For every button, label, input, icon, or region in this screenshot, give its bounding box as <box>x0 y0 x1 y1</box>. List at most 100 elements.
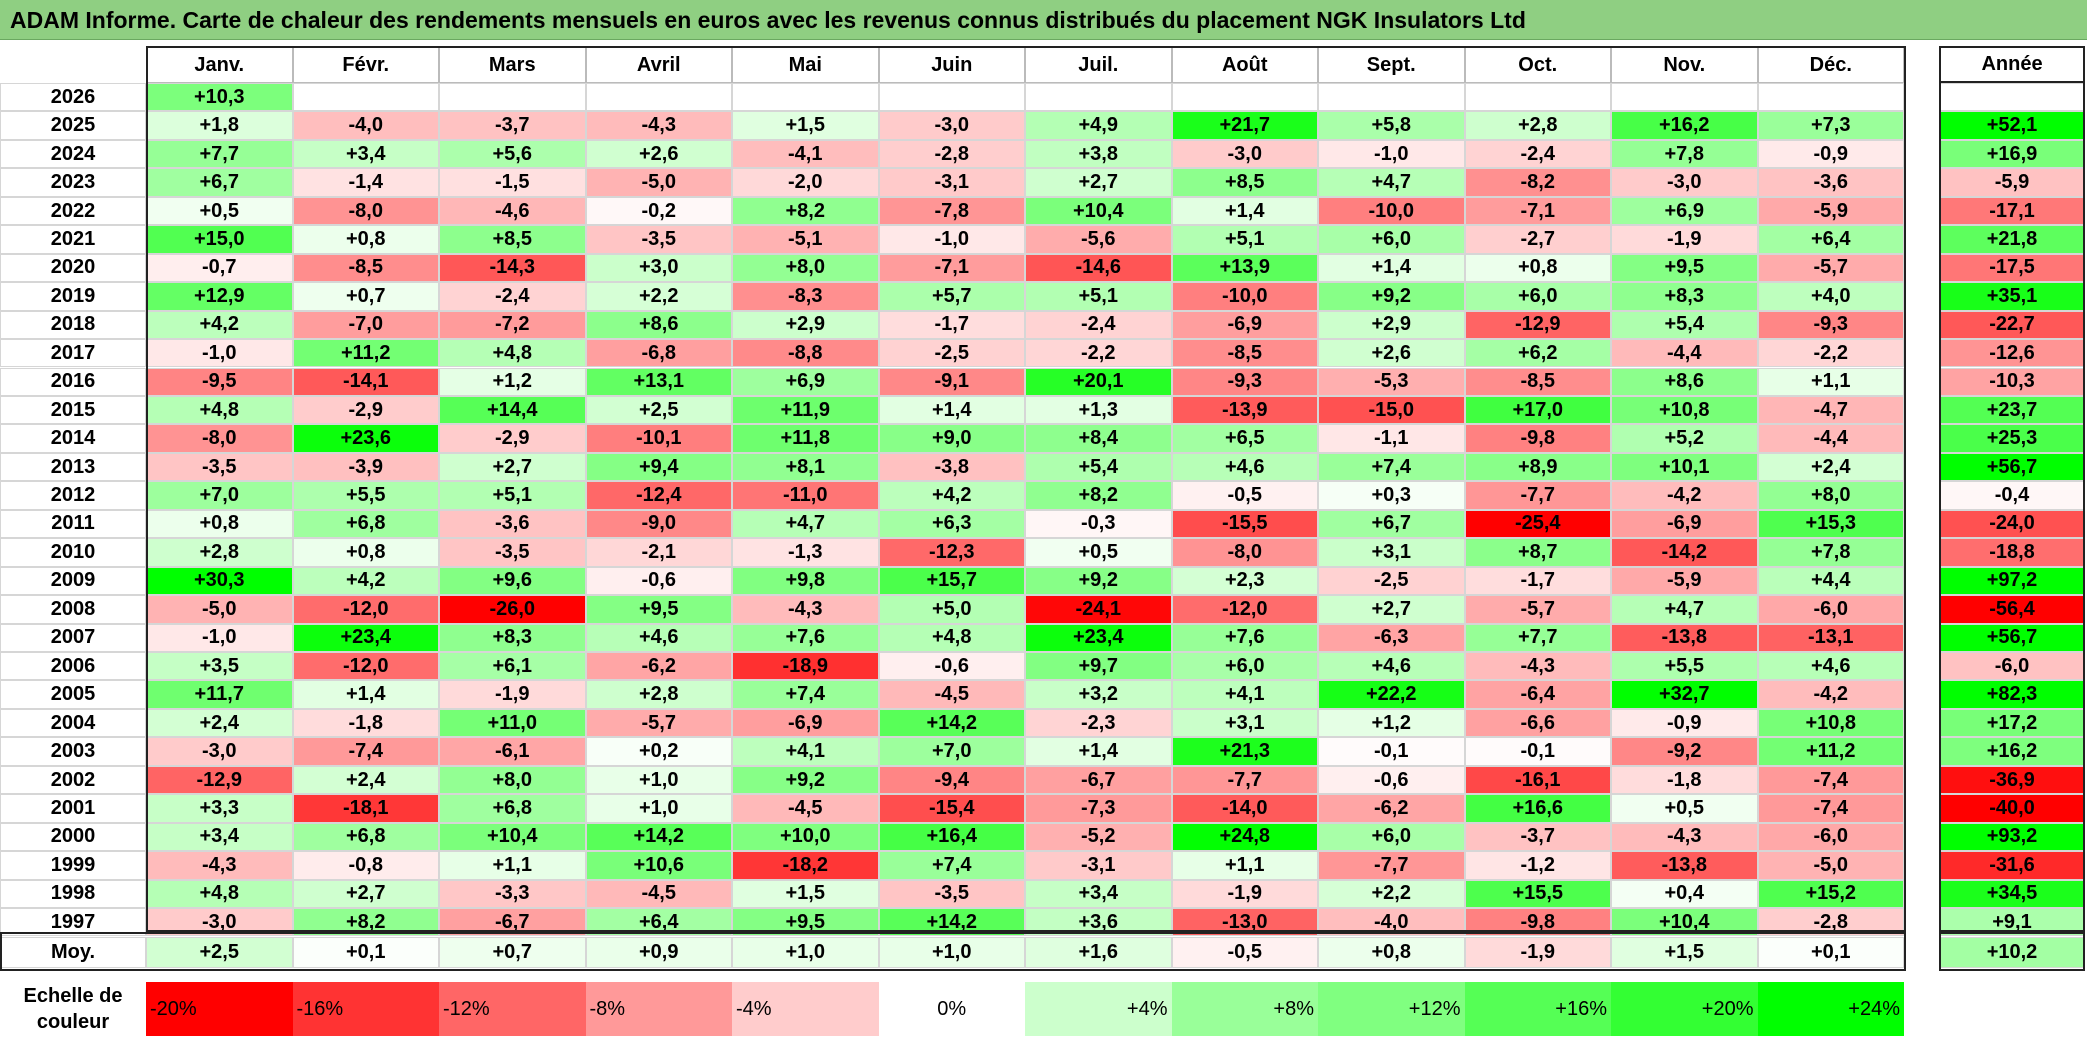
heatmap-cell: -12,9 <box>146 765 293 795</box>
heatmap-cell: +3,4 <box>1025 879 1172 909</box>
year-label: 2018 <box>0 310 146 340</box>
heatmap-cell: +32,7 <box>1611 680 1758 709</box>
heatmap-cell: -7,4 <box>1757 765 1904 795</box>
heatmap-cell: +3,3 <box>146 794 293 823</box>
annual-cell: -31,6 <box>1939 851 2085 880</box>
heatmap-cell: -7,4 <box>292 737 439 766</box>
heatmap-cell: -3,0 <box>146 737 293 766</box>
heatmap-cell: -5,0 <box>146 595 293 624</box>
heatmap-cell: +5,5 <box>292 481 439 510</box>
heatmap-cell: +1,3 <box>1025 395 1172 425</box>
heatmap-cell: -6,9 <box>1171 310 1318 340</box>
annual-cell: +34,5 <box>1939 879 2085 909</box>
heatmap-cell: -7,7 <box>1171 765 1318 795</box>
scale-swatch: -16% <box>292 982 439 1036</box>
heatmap-cell: +1,0 <box>585 765 732 795</box>
annual-cell: -40,0 <box>1939 794 2085 823</box>
heatmap-cell: +2,2 <box>585 282 732 311</box>
heatmap-cell: +2,3 <box>1171 566 1318 596</box>
heatmap-cell: +1,4 <box>292 680 439 709</box>
heatmap-cell: +8,5 <box>439 225 586 254</box>
heatmap-cell: -5,7 <box>1757 253 1904 283</box>
heatmap-cell: +15,3 <box>1757 509 1904 539</box>
heatmap-cell: -10,0 <box>1171 282 1318 311</box>
heatmap-cell: +11,7 <box>146 680 293 709</box>
heatmap-cell: +12,9 <box>146 282 293 311</box>
heatmap-cell: -8,0 <box>146 424 293 453</box>
heatmap-cell: -5,3 <box>1318 367 1465 396</box>
heatmap-cell: -9,8 <box>1464 424 1611 453</box>
heatmap-cell: +1,4 <box>1171 196 1318 226</box>
month-header: Juil. <box>1025 46 1172 83</box>
heatmap-cell: +2,4 <box>292 765 439 795</box>
annual-cell: -10,3 <box>1939 367 2085 396</box>
heatmap-cell: -13,1 <box>1757 623 1904 652</box>
heatmap-cell: +4,7 <box>732 509 879 539</box>
heatmap-cell: +4,1 <box>732 737 879 766</box>
heatmap-cell: +8,0 <box>732 253 879 283</box>
heatmap-cell: +0,8 <box>146 509 293 539</box>
month-header: Janv. <box>146 46 293 83</box>
month-header: Mai <box>732 46 879 83</box>
heatmap-cell: +3,6 <box>1025 908 1172 937</box>
scale-swatch: +4% <box>1025 982 1172 1036</box>
heatmap-cell: -1,9 <box>1611 225 1758 254</box>
heatmap-cell <box>878 83 1025 112</box>
annual-cell: +97,2 <box>1939 566 2085 596</box>
heatmap-cell: +7,8 <box>1757 538 1904 567</box>
annual-header: Année <box>1939 46 2085 83</box>
heatmap-cell: -4,3 <box>732 595 879 624</box>
heatmap-cell: +5,5 <box>1611 652 1758 681</box>
average-cell: +1,0 <box>732 937 879 968</box>
heatmap-cell: +22,2 <box>1318 680 1465 709</box>
average-annual-cell: +10,2 <box>1939 937 2085 968</box>
heatmap-cell: +10,3 <box>146 83 293 112</box>
heatmap-cell: -2,3 <box>1025 708 1172 738</box>
annual-cell: -24,0 <box>1939 509 2085 539</box>
heatmap-cell: +8,2 <box>292 908 439 937</box>
heatmap-cell: +2,9 <box>732 310 879 340</box>
annual-cell: -17,1 <box>1939 196 2085 226</box>
heatmap-cell: -8,5 <box>292 253 439 283</box>
heatmap-cell: -7,4 <box>1757 794 1904 823</box>
heatmap-cell: -12,3 <box>878 538 1025 567</box>
heatmap-cell: +4,6 <box>1318 652 1465 681</box>
heatmap-cell: -6,0 <box>1757 822 1904 852</box>
heatmap-cell: -2,5 <box>1318 566 1465 596</box>
heatmap-cell: +11,8 <box>732 424 879 453</box>
heatmap-cell: -9,3 <box>1171 367 1318 396</box>
heatmap-cell: +16,6 <box>1464 794 1611 823</box>
heatmap-cell: +1,2 <box>1318 708 1465 738</box>
title-bar: ADAM Informe. Carte de chaleur des rende… <box>0 0 2087 40</box>
heatmap-cell: +7,0 <box>878 737 1025 766</box>
month-header: Juin <box>878 46 1025 83</box>
heatmap-cell: -3,1 <box>1025 851 1172 880</box>
heatmap-cell: -24,1 <box>1025 595 1172 624</box>
month-header: Août <box>1171 46 1318 83</box>
heatmap-cell: +5,1 <box>1025 282 1172 311</box>
heatmap-cell: -3,6 <box>1757 168 1904 197</box>
heatmap-cell: +7,6 <box>732 623 879 652</box>
heatmap-cell: +1,4 <box>1318 253 1465 283</box>
heatmap-cell: +5,2 <box>1611 424 1758 453</box>
heatmap-cell: +3,1 <box>1318 538 1465 567</box>
heatmap-cell: -14,6 <box>1025 253 1172 283</box>
scale-label: Echelle de couleur <box>23 985 123 1033</box>
heatmap-cell: -12,0 <box>292 652 439 681</box>
heatmap-cell: +6,3 <box>878 509 1025 539</box>
heatmap-cell: +9,5 <box>1611 253 1758 283</box>
year-label: 2021 <box>0 225 146 254</box>
heatmap-cell: -5,7 <box>1464 595 1611 624</box>
heatmap-cell: -8,0 <box>1171 538 1318 567</box>
heatmap-cell: +2,5 <box>585 395 732 425</box>
heatmap-cell: -13,9 <box>1171 395 1318 425</box>
heatmap-cell: -0,6 <box>1318 765 1465 795</box>
heatmap-cell: -1,8 <box>1611 765 1758 795</box>
heatmap-cell: -5,0 <box>585 168 732 197</box>
heatmap-cell: -12,4 <box>585 481 732 510</box>
heatmap-cell: -0,7 <box>146 253 293 283</box>
average-cell: -0,5 <box>1171 937 1318 968</box>
heatmap-cell: +14,2 <box>878 908 1025 937</box>
heatmap-cell: -3,6 <box>439 509 586 539</box>
heatmap-cell: -9,4 <box>878 765 1025 795</box>
